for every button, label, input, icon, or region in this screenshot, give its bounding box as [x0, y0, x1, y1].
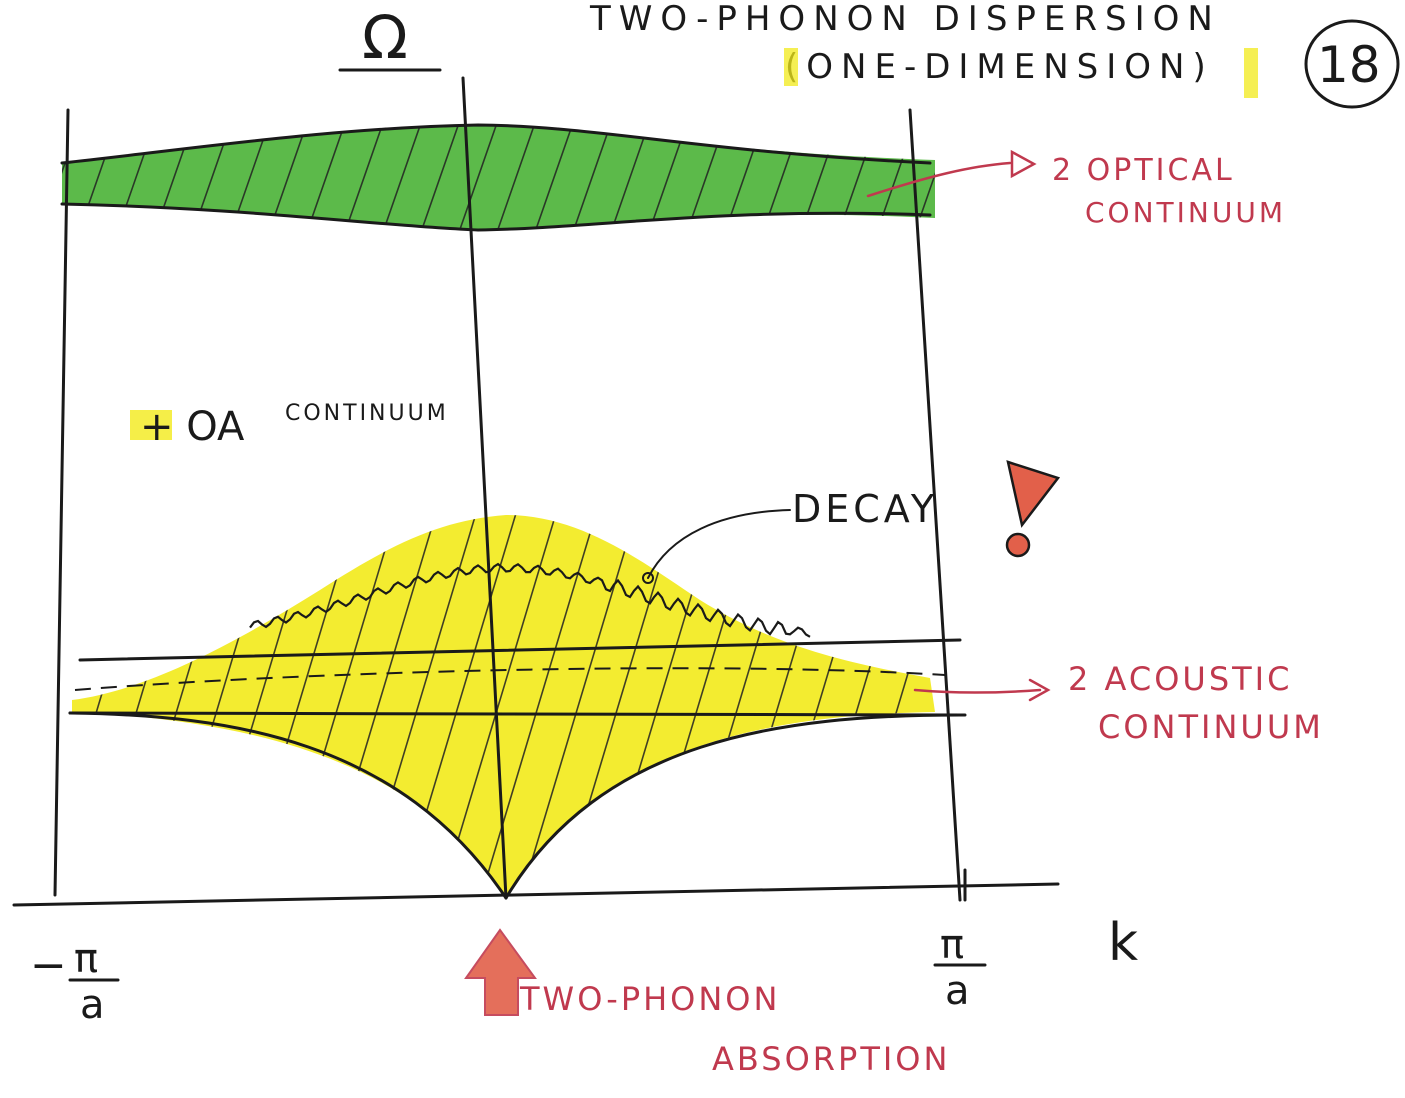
acoustic-upper-line	[78, 638, 962, 662]
hatch-line	[571, 125, 613, 230]
title-line-1: TWO-PHONON DISPERSION	[589, 0, 1221, 39]
title-highlight-right	[1244, 48, 1258, 98]
hatch-line	[952, 120, 992, 235]
page-number-circle	[1304, 19, 1400, 109]
acoustic-pointer-arrowhead	[1028, 678, 1051, 702]
oa-highlight	[130, 410, 172, 440]
optical-band-upper-edge	[60, 123, 932, 165]
y-axis-label: Ω	[362, 3, 408, 73]
title-line-2: (ONE-DIMENSION)	[785, 47, 1214, 87]
left-boundary-line	[53, 108, 70, 897]
acoustic-dashed-line	[74, 667, 946, 691]
horizontal-axis	[12, 882, 1060, 907]
decay-leader-dot	[642, 572, 654, 584]
absorption-label-line-1: TWO-PHONON	[519, 980, 780, 1018]
hatch-line	[519, 515, 641, 898]
title-highlight-left	[784, 48, 798, 86]
acoustic-label-line-2: CONTINUUM	[1098, 708, 1324, 746]
optical-continuum-band	[62, 125, 935, 230]
hatch-line	[457, 125, 499, 230]
tick-right-den: a	[945, 968, 970, 1014]
hatch-line	[495, 125, 537, 230]
absorption-label-line-2: ABSORPTION	[712, 1040, 950, 1078]
hatch-line	[305, 125, 347, 230]
hatch-line	[343, 125, 385, 230]
hatch-line	[960, 500, 1080, 900]
vertical-axis	[461, 76, 508, 900]
hatch-line	[419, 125, 461, 230]
acoustic-continuum-band	[72, 515, 935, 898]
tick-right-pi-over-a: π a	[933, 922, 987, 1014]
acoustic-label-line-1: 2 ACOUSTIC	[1068, 660, 1292, 698]
decay-wavy-line	[249, 562, 811, 638]
hatch-line	[479, 515, 601, 898]
tick-left-num: π	[74, 936, 98, 982]
optical-pointer-arrowhead	[1010, 149, 1037, 179]
optical-label-line-2: CONTINUUM	[1085, 196, 1286, 229]
acoustic-lower-line	[68, 711, 967, 717]
optical-band-lower-edge	[60, 202, 932, 232]
oa-label: + OA	[140, 404, 245, 450]
page-number: 18	[1317, 36, 1381, 94]
acoustic-pointer-arrow	[913, 688, 1042, 694]
exclamation-icon	[1005, 460, 1061, 558]
tick-left-den: a	[80, 982, 105, 1028]
tick-left-sign: −	[30, 940, 67, 991]
decay-label: DECAY	[792, 487, 938, 531]
optical-pointer-arrow	[866, 161, 1012, 198]
tick-left-minus-pi-over-a: − π a	[30, 936, 120, 1028]
right-boundary-line	[908, 108, 962, 902]
hatch-line	[533, 125, 575, 230]
optical-label-line-1: 2 OPTICAL	[1052, 153, 1235, 188]
tick-right-num: π	[940, 922, 964, 968]
hatch-line	[381, 125, 423, 230]
x-axis-label: k	[1108, 913, 1138, 973]
absorption-arrow-icon	[464, 928, 537, 1016]
oa-continuum-label: CONTINUUM	[285, 401, 449, 426]
decay-leader-line	[647, 509, 791, 579]
